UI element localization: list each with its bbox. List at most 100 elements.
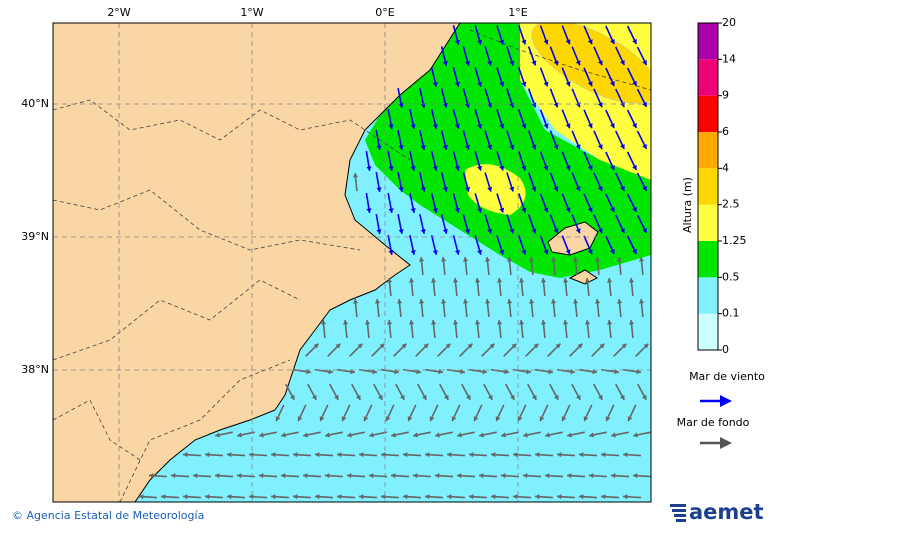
yellow-blob [465, 164, 526, 215]
arrow-head [642, 143, 647, 149]
arrow-head [447, 494, 452, 500]
arrow-head [610, 207, 615, 213]
arrow-head [587, 39, 593, 45]
arrow-head [398, 187, 404, 192]
arrow-head [469, 452, 474, 458]
arrow-head [359, 452, 364, 458]
arrow-head [171, 473, 176, 479]
arrow-head [388, 250, 394, 255]
arrow-head [565, 81, 571, 87]
colorbar-title: Altura (m) [681, 177, 694, 233]
arrow-head [385, 416, 391, 422]
arrow-head [594, 257, 601, 262]
arrow-head [429, 416, 435, 422]
arrow-head [543, 123, 549, 129]
arrow-head [457, 432, 462, 438]
colorbar-label: 9 [722, 89, 729, 102]
arrow-head [445, 343, 451, 349]
arrow-head [491, 494, 496, 500]
arrow-head [642, 185, 647, 191]
arrow-head [623, 494, 628, 500]
arrow-head [509, 144, 515, 150]
arrow-head [379, 343, 385, 349]
arrow-head [540, 278, 547, 283]
arrow-head [509, 394, 515, 400]
arrow-head [521, 123, 527, 129]
orange-zone [531, 23, 651, 104]
legend-swell-head [720, 437, 732, 449]
arrow-head [465, 144, 470, 150]
arrow-head [531, 394, 537, 400]
colorbar-band [698, 204, 718, 241]
arrow-head [555, 343, 561, 349]
arrow-head [474, 320, 481, 325]
arrow-head [374, 299, 381, 304]
arrow-head [442, 228, 448, 234]
colorbar-band [698, 241, 718, 278]
arrow-head [550, 257, 557, 262]
arrow-head [627, 416, 633, 422]
arrow-head [454, 249, 460, 255]
arrow-head [319, 416, 325, 422]
formentera [568, 269, 598, 285]
arrow-head [597, 394, 603, 400]
arrow-head [499, 249, 505, 255]
arrow-head [545, 432, 550, 438]
arrow-head [540, 320, 547, 325]
arrow-head [496, 320, 503, 325]
arrow-head [425, 494, 430, 500]
arrow-head [619, 394, 625, 400]
arrow-head [281, 432, 286, 438]
arrow-head [227, 452, 232, 458]
lon-label: 1°E [508, 6, 527, 19]
arrow-head [394, 369, 399, 375]
arrow-head [420, 145, 426, 150]
arrow-head [465, 186, 470, 192]
arrow-head [469, 494, 474, 500]
arrow-head [487, 60, 493, 66]
arrow-head [616, 299, 623, 304]
arrow-head [632, 165, 637, 170]
arrow-head [398, 145, 404, 150]
borders [53, 29, 651, 502]
arrow-head [587, 123, 593, 129]
map [53, 23, 651, 502]
arrow-head [592, 369, 597, 375]
arrow-head [565, 249, 571, 255]
arrow-head [623, 452, 628, 458]
arrow-head [557, 452, 562, 458]
arrow-head [377, 394, 383, 400]
colorbar-label: 4 [722, 161, 729, 174]
arrow-head [413, 432, 418, 438]
arrow-head [462, 257, 469, 262]
colorbar-label: 14 [722, 52, 736, 65]
arrow-head [535, 494, 540, 500]
arrow-head [425, 452, 430, 458]
arrow-head [259, 473, 264, 479]
colorbar-label: 0.5 [722, 270, 740, 283]
arrow-head [474, 278, 481, 283]
arrow-head [642, 227, 647, 233]
arrow-head [454, 207, 460, 213]
arrow-head [565, 123, 571, 129]
arrow-head [460, 369, 465, 375]
arrow-head [430, 278, 437, 283]
arrow-head [589, 473, 594, 479]
arrow-head [513, 452, 518, 458]
arrow-head [499, 165, 505, 171]
arrow-head [621, 343, 627, 349]
arrow-head [543, 39, 549, 45]
arrow-head [388, 166, 394, 171]
arrow-head [366, 166, 372, 171]
arrow-head [543, 249, 549, 255]
arrow-head [643, 343, 649, 349]
colorbar-band [698, 132, 718, 169]
arrow-head [410, 124, 416, 129]
colorbar: 0 0.1 0.5 1.25 2.5 4 6 9 14 20 Altura (m) [681, 16, 747, 356]
arrow-head [548, 369, 553, 375]
arrow-head [620, 186, 625, 192]
arrow-head [420, 187, 426, 192]
arrow-head [391, 432, 396, 438]
arrow-head [403, 494, 408, 500]
arrow-head [638, 299, 645, 304]
